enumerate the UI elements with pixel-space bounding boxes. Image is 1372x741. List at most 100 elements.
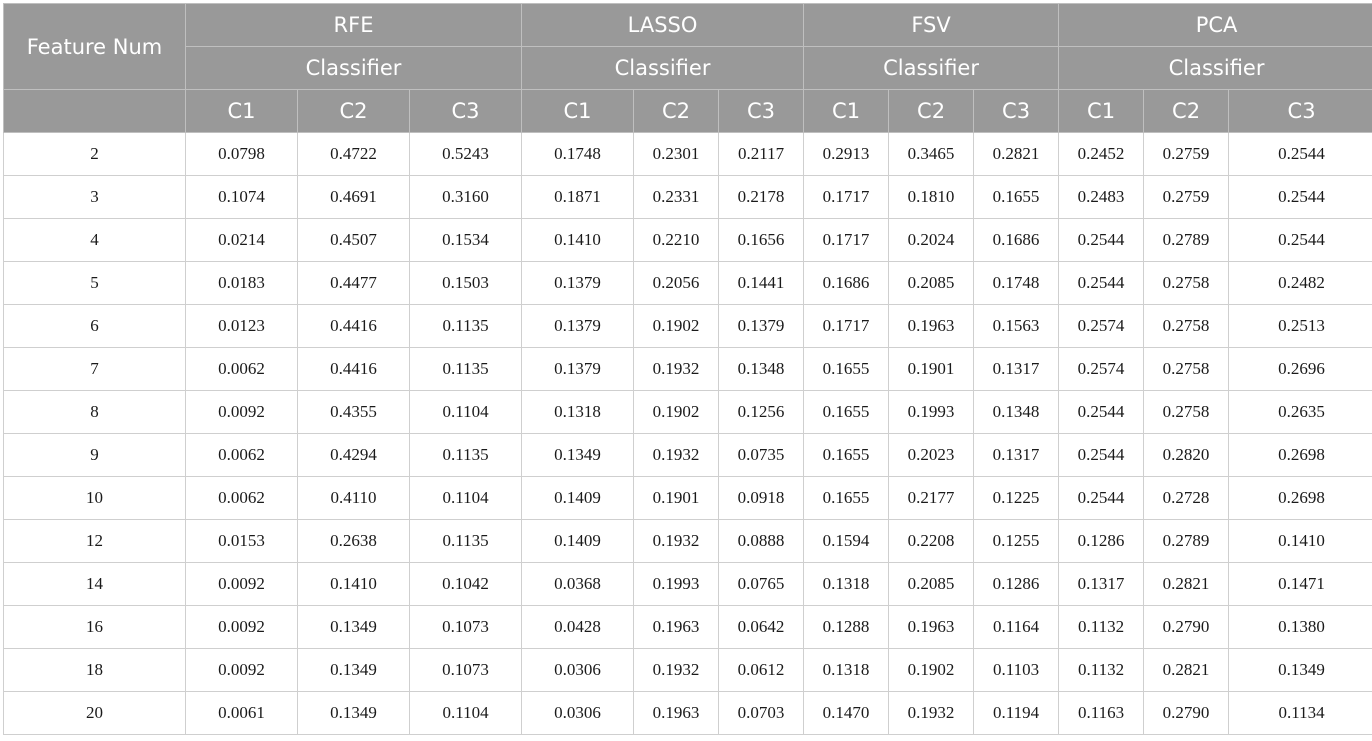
value-cell: 0.1655 bbox=[803, 476, 890, 520]
value-cell: 0.0092 bbox=[185, 562, 298, 606]
classifier-header: C3 bbox=[973, 89, 1060, 133]
value-cell: 0.4691 bbox=[297, 175, 410, 219]
value-cell: 0.1963 bbox=[633, 605, 720, 649]
feature-num-cell: 6 bbox=[3, 304, 186, 348]
value-cell: 0.1349 bbox=[1228, 648, 1372, 692]
value-cell: 0.2024 bbox=[888, 218, 975, 262]
value-cell: 0.2301 bbox=[633, 132, 720, 176]
value-cell: 0.1932 bbox=[633, 433, 720, 477]
value-cell: 0.1717 bbox=[803, 175, 890, 219]
value-cell: 0.2544 bbox=[1058, 390, 1145, 434]
value-cell: 0.2635 bbox=[1228, 390, 1372, 434]
value-cell: 0.2758 bbox=[1143, 390, 1230, 434]
feature-num-cell: 5 bbox=[3, 261, 186, 305]
value-cell: 0.1317 bbox=[973, 347, 1060, 391]
feature-num-cell: 9 bbox=[3, 433, 186, 477]
value-cell: 0.0428 bbox=[521, 605, 635, 649]
value-cell: 0.1932 bbox=[633, 648, 720, 692]
classifier-header: C2 bbox=[633, 89, 720, 133]
value-cell: 0.1194 bbox=[973, 691, 1060, 735]
value-cell: 0.1104 bbox=[408, 691, 523, 735]
value-cell: 0.4507 bbox=[297, 218, 410, 262]
value-cell: 0.0092 bbox=[185, 390, 298, 434]
classifier-header: C1 bbox=[185, 89, 298, 133]
value-cell: 0.1134 bbox=[1228, 691, 1372, 735]
value-cell: 0.1379 bbox=[521, 261, 635, 305]
method-header-fsv: FSV bbox=[803, 3, 1060, 47]
value-cell: 0.0765 bbox=[718, 562, 805, 606]
value-cell: 0.4416 bbox=[297, 304, 410, 348]
value-cell: 0.1409 bbox=[521, 476, 635, 520]
value-cell: 0.0183 bbox=[185, 261, 298, 305]
value-cell: 0.1104 bbox=[408, 390, 523, 434]
value-cell: 0.1932 bbox=[633, 519, 720, 563]
table-row: 16 0.0092 0.1349 0.1073 0.0428 0.1963 0.0642 0.… bbox=[3, 605, 1372, 649]
value-cell: 0.0062 bbox=[185, 347, 298, 391]
value-cell: 0.1073 bbox=[408, 605, 523, 649]
value-cell: 0.2544 bbox=[1058, 218, 1145, 262]
value-cell: 0.1348 bbox=[718, 347, 805, 391]
value-cell: 0.1686 bbox=[973, 218, 1060, 262]
value-cell: 0.0642 bbox=[718, 605, 805, 649]
value-cell: 0.0123 bbox=[185, 304, 298, 348]
feature-num-cell: 10 bbox=[3, 476, 186, 520]
value-cell: 0.1901 bbox=[888, 347, 975, 391]
classifier-header: C3 bbox=[1228, 89, 1372, 133]
value-cell: 0.2085 bbox=[888, 562, 975, 606]
value-cell: 0.1163 bbox=[1058, 691, 1145, 735]
value-cell: 0.1748 bbox=[521, 132, 635, 176]
classifier-header: C2 bbox=[297, 89, 410, 133]
value-cell: 0.1471 bbox=[1228, 562, 1372, 606]
value-cell: 0.2544 bbox=[1058, 261, 1145, 305]
value-cell: 0.1288 bbox=[803, 605, 890, 649]
value-cell: 0.2483 bbox=[1058, 175, 1145, 219]
value-cell: 0.2544 bbox=[1228, 175, 1372, 219]
value-cell: 0.1103 bbox=[973, 648, 1060, 692]
value-cell: 0.1225 bbox=[973, 476, 1060, 520]
value-cell: 0.1135 bbox=[408, 304, 523, 348]
classifier-header: C1 bbox=[521, 89, 635, 133]
value-cell: 0.1074 bbox=[185, 175, 298, 219]
feature-num-cell: 20 bbox=[3, 691, 186, 735]
table-row: 5 0.0183 0.4477 0.1503 0.1379 0.2056 0.1441 0.1… bbox=[3, 261, 1372, 305]
value-cell: 0.1871 bbox=[521, 175, 635, 219]
value-cell: 0.0061 bbox=[185, 691, 298, 735]
value-cell: 0.2821 bbox=[973, 132, 1060, 176]
value-cell: 0.2574 bbox=[1058, 304, 1145, 348]
value-cell: 0.0703 bbox=[718, 691, 805, 735]
value-cell: 0.1286 bbox=[1058, 519, 1145, 563]
value-cell: 0.2638 bbox=[297, 519, 410, 563]
value-cell: 0.3160 bbox=[408, 175, 523, 219]
method-header-lasso: LASSO bbox=[521, 3, 805, 47]
value-cell: 0.2085 bbox=[888, 261, 975, 305]
classifier-header: C2 bbox=[888, 89, 975, 133]
classifier-group-header-lasso: Classifier bbox=[521, 46, 805, 90]
value-cell: 0.1717 bbox=[803, 218, 890, 262]
feature-num-cell: 2 bbox=[3, 132, 186, 176]
value-cell: 0.1409 bbox=[521, 519, 635, 563]
feature-num-cell: 4 bbox=[3, 218, 186, 262]
value-cell: 0.0214 bbox=[185, 218, 298, 262]
value-cell: 0.1135 bbox=[408, 519, 523, 563]
value-cell: 0.2789 bbox=[1143, 218, 1230, 262]
value-cell: 0.1656 bbox=[718, 218, 805, 262]
feature-num-cell: 3 bbox=[3, 175, 186, 219]
value-cell: 0.1470 bbox=[803, 691, 890, 735]
value-cell: 0.2789 bbox=[1143, 519, 1230, 563]
value-cell: 0.0153 bbox=[185, 519, 298, 563]
value-cell: 0.1042 bbox=[408, 562, 523, 606]
classifier-header: C3 bbox=[408, 89, 523, 133]
value-cell: 0.1132 bbox=[1058, 648, 1145, 692]
value-cell: 0.1902 bbox=[633, 304, 720, 348]
value-cell: 0.1349 bbox=[297, 648, 410, 692]
value-cell: 0.1318 bbox=[803, 562, 890, 606]
value-cell: 0.0062 bbox=[185, 433, 298, 477]
value-cell: 0.2820 bbox=[1143, 433, 1230, 477]
value-cell: 0.1902 bbox=[888, 648, 975, 692]
value-cell: 0.4355 bbox=[297, 390, 410, 434]
value-cell: 0.0918 bbox=[718, 476, 805, 520]
value-cell: 0.1318 bbox=[521, 390, 635, 434]
value-cell: 0.2790 bbox=[1143, 605, 1230, 649]
header-row-classifiers: C1 C2 C3 C1 C2 C3 C1 C2 C3 C1 C2 C3 bbox=[3, 89, 1372, 133]
value-cell: 0.1534 bbox=[408, 218, 523, 262]
